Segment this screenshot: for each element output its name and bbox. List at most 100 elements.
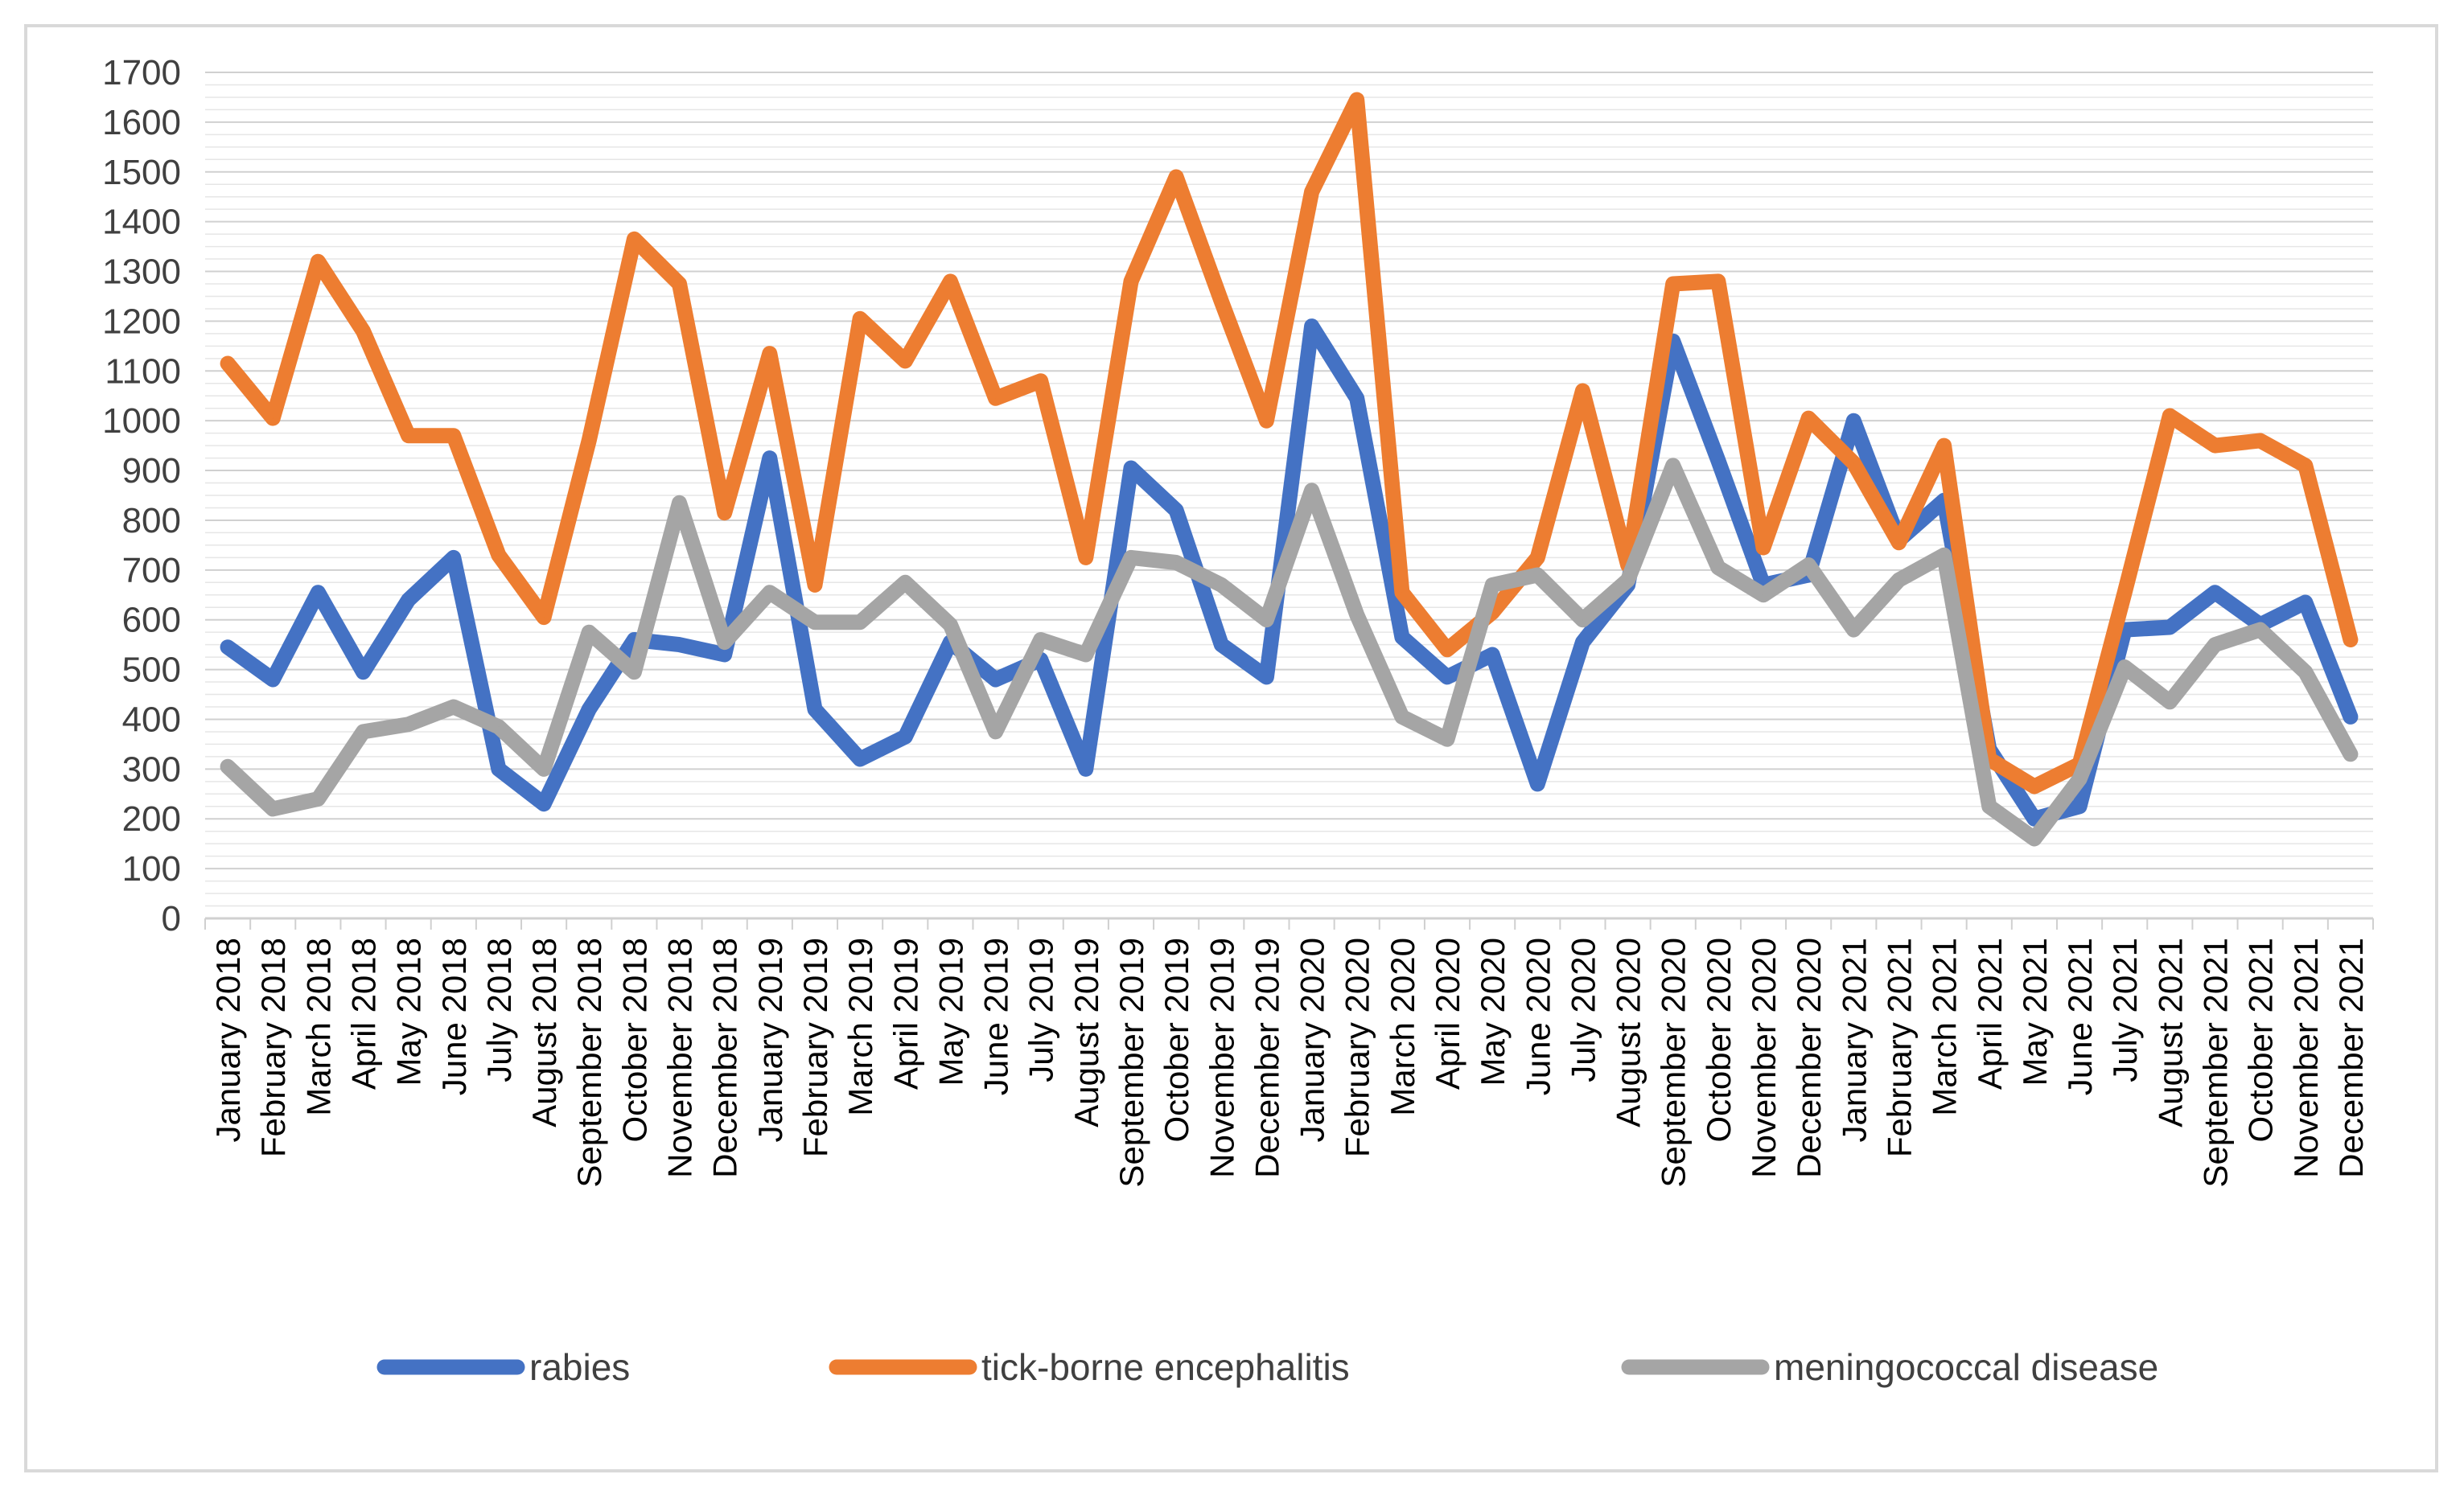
data-point-meningococcal-disease [1898, 579, 1899, 581]
line-chart: 0 100 200 300 400 500 600 700 800 900 1000 1100 1200… [102, 53, 2374, 1388]
y-tick-label: 900 [122, 451, 181, 491]
data-point-meningococcal-disease [1356, 614, 1358, 616]
data-point-tick-borne-encephalitis [498, 554, 500, 556]
data-point-tick-borne-encephalitis [1763, 547, 1764, 548]
data-point-rabies [1130, 467, 1132, 469]
data-point-tick-borne-encephalitis [1582, 390, 1583, 392]
data-point-meningococcal-disease [1130, 556, 1132, 558]
data-point-tick-borne-encephalitis [1220, 301, 1222, 302]
y-tick-label: 700 [122, 551, 181, 590]
x-tick-label: January 2019 [751, 938, 789, 1143]
data-point-meningococcal-disease [272, 808, 274, 810]
x-tick-label: October 2019 [1158, 938, 1195, 1143]
x-tick-label: August 2021 [2151, 938, 2189, 1127]
x-tick-label: June 2019 [977, 938, 1015, 1095]
x-tick-label: October 2018 [615, 938, 653, 1143]
x-tick-label: January 2020 [1294, 938, 1331, 1143]
y-tick-label: 1300 [102, 253, 181, 292]
data-point-meningococcal-disease [1040, 639, 1042, 640]
x-tick-label: November 2018 [661, 938, 699, 1178]
y-tick-label: 400 [122, 700, 181, 739]
data-point-tick-borne-encephalitis [679, 283, 681, 285]
x-tick-label: May 2020 [1474, 938, 1512, 1086]
data-point-tick-borne-encephalitis [1446, 649, 1448, 651]
data-point-rabies [1582, 642, 1583, 643]
y-tick-label: 1700 [102, 53, 181, 92]
data-point-meningococcal-disease [543, 768, 545, 770]
data-point-meningococcal-disease [1311, 490, 1313, 491]
data-point-tick-borne-encephalitis [1672, 283, 1674, 285]
x-tick-label: February 2021 [1880, 938, 1918, 1157]
data-point-tick-borne-encephalitis [272, 417, 274, 419]
x-tick-label: December 2021 [2332, 938, 2370, 1178]
data-point-rabies [2079, 806, 2080, 807]
data-point-rabies [1220, 644, 1222, 646]
data-point-rabies [272, 679, 274, 680]
legend-label-meningococcal-disease: meningococcal disease [1774, 1346, 2158, 1388]
data-point-rabies [1085, 768, 1087, 770]
data-point-tick-borne-encephalitis [724, 512, 726, 514]
data-point-rabies [1446, 676, 1448, 678]
x-tick-label: March 2021 [1926, 938, 1964, 1116]
y-tick-label: 100 [122, 849, 181, 889]
data-point-tick-borne-encephalitis [1085, 556, 1087, 558]
data-point-rabies [1265, 676, 1267, 678]
data-point-meningococcal-disease [2305, 671, 2306, 673]
data-point-meningococcal-disease [1265, 619, 1267, 621]
data-point-meningococcal-disease [588, 631, 590, 633]
x-tick-label: September 2018 [570, 938, 608, 1188]
data-point-rabies [633, 639, 635, 640]
data-point-meningococcal-disease [1672, 465, 1674, 466]
data-point-tick-borne-encephalitis [543, 617, 545, 618]
data-point-tick-borne-encephalitis [2305, 465, 2306, 466]
x-tick-label: March 2020 [1384, 938, 1421, 1116]
data-point-tick-borne-encephalitis [2350, 639, 2351, 640]
data-point-rabies [1536, 783, 1538, 785]
data-point-tick-borne-encephalitis [1356, 99, 1358, 101]
data-point-tick-borne-encephalitis [1311, 191, 1313, 193]
x-tick-label: December 2018 [706, 938, 744, 1178]
data-point-tick-borne-encephalitis [317, 261, 319, 262]
x-tick-label: December 2019 [1248, 938, 1285, 1178]
x-tick-label: February 2020 [1339, 938, 1376, 1157]
x-tick-label: March 2018 [299, 938, 337, 1116]
data-point-tick-borne-encephalitis [904, 360, 906, 362]
data-point-tick-borne-encephalitis [1401, 592, 1403, 593]
series-line-tick-borne-encephalitis [220, 92, 2359, 795]
x-tick-label: March 2019 [841, 938, 879, 1116]
data-point-meningococcal-disease [1717, 567, 1719, 569]
x-tick-label: September 2020 [1655, 938, 1693, 1188]
x-tick-label: November 2021 [2287, 938, 2325, 1178]
data-point-rabies [2305, 602, 2306, 603]
data-point-meningococcal-disease [633, 671, 635, 673]
y-tick-label: 1200 [102, 302, 181, 341]
data-point-rabies [543, 803, 545, 805]
x-tick-label: June 2020 [1519, 938, 1557, 1095]
y-tick-label: 1100 [105, 351, 181, 391]
legend-label-tick-borne-encephalitis: tick-borne encephalitis [981, 1346, 1350, 1388]
x-tick-label: February 2019 [796, 938, 834, 1157]
y-tick-label: 500 [122, 651, 181, 690]
data-point-meningococcal-disease [363, 731, 364, 733]
data-point-tick-borne-encephalitis [1808, 417, 1809, 419]
data-point-rabies [453, 556, 455, 558]
x-tick-label: April 2018 [345, 938, 383, 1090]
data-point-meningococcal-disease [453, 706, 455, 708]
x-tick-label: July 2018 [480, 938, 518, 1082]
x-tick-label: October 2020 [1700, 938, 1738, 1143]
data-point-meningococcal-disease [1627, 579, 1629, 581]
x-tick-label: January 2018 [209, 938, 247, 1143]
data-point-rabies [1672, 340, 1674, 342]
data-point-rabies [363, 671, 364, 673]
x-tick-label: February 2018 [254, 938, 292, 1157]
data-point-tick-borne-encephalitis [1040, 380, 1042, 382]
data-point-rabies [498, 768, 500, 770]
x-tick-label: April 2020 [1429, 938, 1466, 1090]
y-tick-label: 1400 [102, 203, 181, 242]
data-point-meningococcal-disease [949, 624, 951, 626]
x-tick-label: June 2021 [2061, 938, 2099, 1095]
legend-label-rabies: rabies [529, 1346, 630, 1388]
series-lines [220, 92, 2359, 847]
x-tick-label: December 2020 [1790, 938, 1828, 1178]
data-point-rabies [859, 758, 861, 760]
